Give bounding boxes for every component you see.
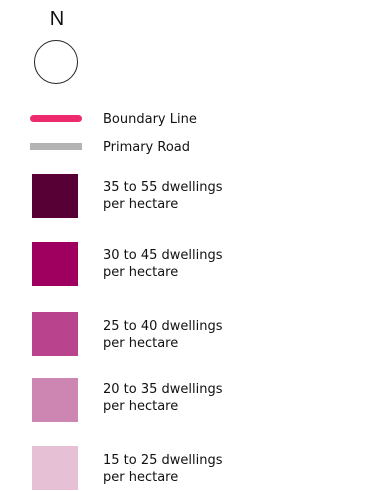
density-35-55-swatch xyxy=(32,174,78,218)
north-circle-icon xyxy=(34,40,78,84)
density-30-45-range: 30 to 45 dwellings xyxy=(103,248,223,263)
primary-road-label: Primary Road xyxy=(103,140,190,155)
density-30-45-unit: per hectare xyxy=(103,265,179,280)
density-30-45-swatch xyxy=(32,242,78,286)
density-35-55-unit: per hectare xyxy=(103,197,179,212)
primary-road-swatch xyxy=(30,143,82,150)
density-15-25-label: 15 to 25 dwellings per hectare xyxy=(103,452,223,486)
density-20-35-unit: per hectare xyxy=(103,399,179,414)
density-35-55-range: 35 to 55 dwellings xyxy=(103,180,223,195)
density-30-45-label: 30 to 45 dwellings per hectare xyxy=(103,247,223,281)
boundary-line-label: Boundary Line xyxy=(103,112,197,127)
density-20-35-range: 20 to 35 dwellings xyxy=(103,382,223,397)
density-35-55-label: 35 to 55 dwellings per hectare xyxy=(103,179,223,213)
north-letter: N xyxy=(49,8,65,30)
density-20-35-swatch xyxy=(32,378,78,422)
density-15-25-unit: per hectare xyxy=(103,470,179,485)
boundary-line-swatch xyxy=(30,115,82,122)
density-15-25-swatch xyxy=(32,446,78,490)
density-15-25-range: 15 to 25 dwellings xyxy=(103,453,223,468)
density-25-40-label: 25 to 40 dwellings per hectare xyxy=(103,318,223,352)
density-25-40-range: 25 to 40 dwellings xyxy=(103,319,223,334)
density-25-40-unit: per hectare xyxy=(103,336,179,351)
density-25-40-swatch xyxy=(32,312,78,356)
density-20-35-label: 20 to 35 dwellings per hectare xyxy=(103,381,223,415)
